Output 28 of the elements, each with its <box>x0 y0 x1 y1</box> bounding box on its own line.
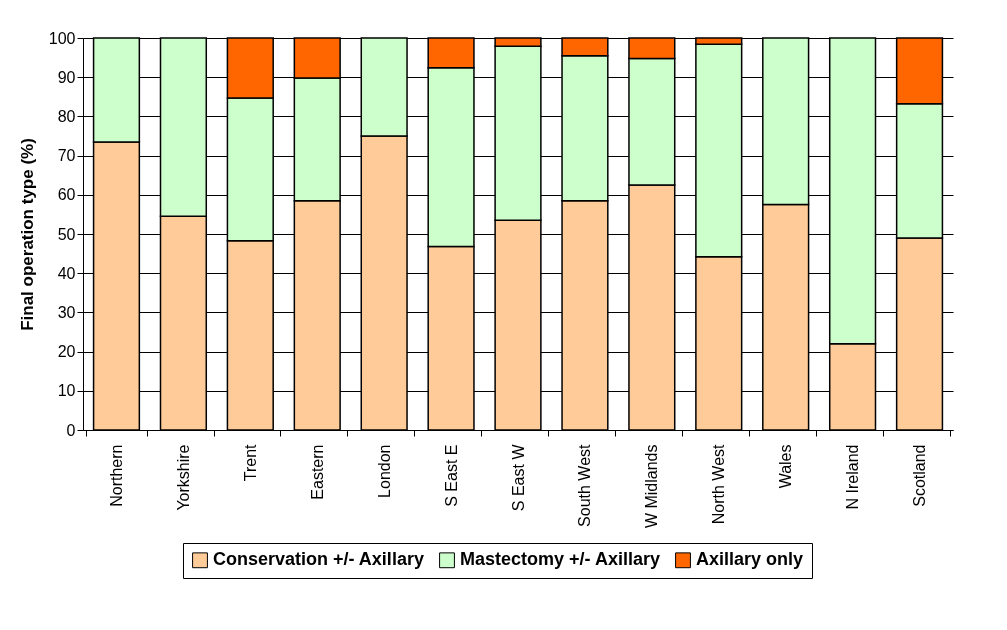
x-tick-label: Trent <box>241 443 259 482</box>
y-tick-label: 10 <box>57 382 76 400</box>
x-tick-label: London <box>375 444 393 498</box>
x-tick-label: W Midlands <box>643 444 661 529</box>
y-tick-label: 90 <box>57 68 76 86</box>
y-tick-label: 0 <box>66 421 76 439</box>
y-tick-label: 70 <box>57 147 76 165</box>
x-tick-label: Wales <box>777 444 795 489</box>
y-tick-label: 80 <box>57 107 76 125</box>
y-tick-label: 40 <box>57 264 76 282</box>
x-tick-label: N Ireland <box>844 444 862 510</box>
x-tick-label: Northern <box>107 444 125 507</box>
x-tick-label: Eastern <box>308 444 326 500</box>
y-tick-label: 20 <box>57 343 76 361</box>
x-tick-label: Yorkshire <box>174 444 192 511</box>
x-tick-label: S East W <box>509 443 527 512</box>
x-tick-label: North West <box>710 443 728 525</box>
x-tick-label: S East E <box>442 444 460 507</box>
y-axis-title: Final operation type (%) <box>17 138 37 331</box>
y-tick-label: 30 <box>57 303 76 321</box>
y-tick-label: 60 <box>57 186 76 204</box>
legend-label: Mastectomy +/- Axillary <box>460 549 660 570</box>
y-tick-label: 100 <box>48 29 76 47</box>
y-tick-label: 50 <box>57 225 76 243</box>
x-tick-label: South West <box>576 443 594 527</box>
legend-label: Axillary only <box>696 549 804 570</box>
legend-label: Conservation +/- Axillary <box>213 549 424 570</box>
x-tick-label: Scotland <box>911 444 929 507</box>
